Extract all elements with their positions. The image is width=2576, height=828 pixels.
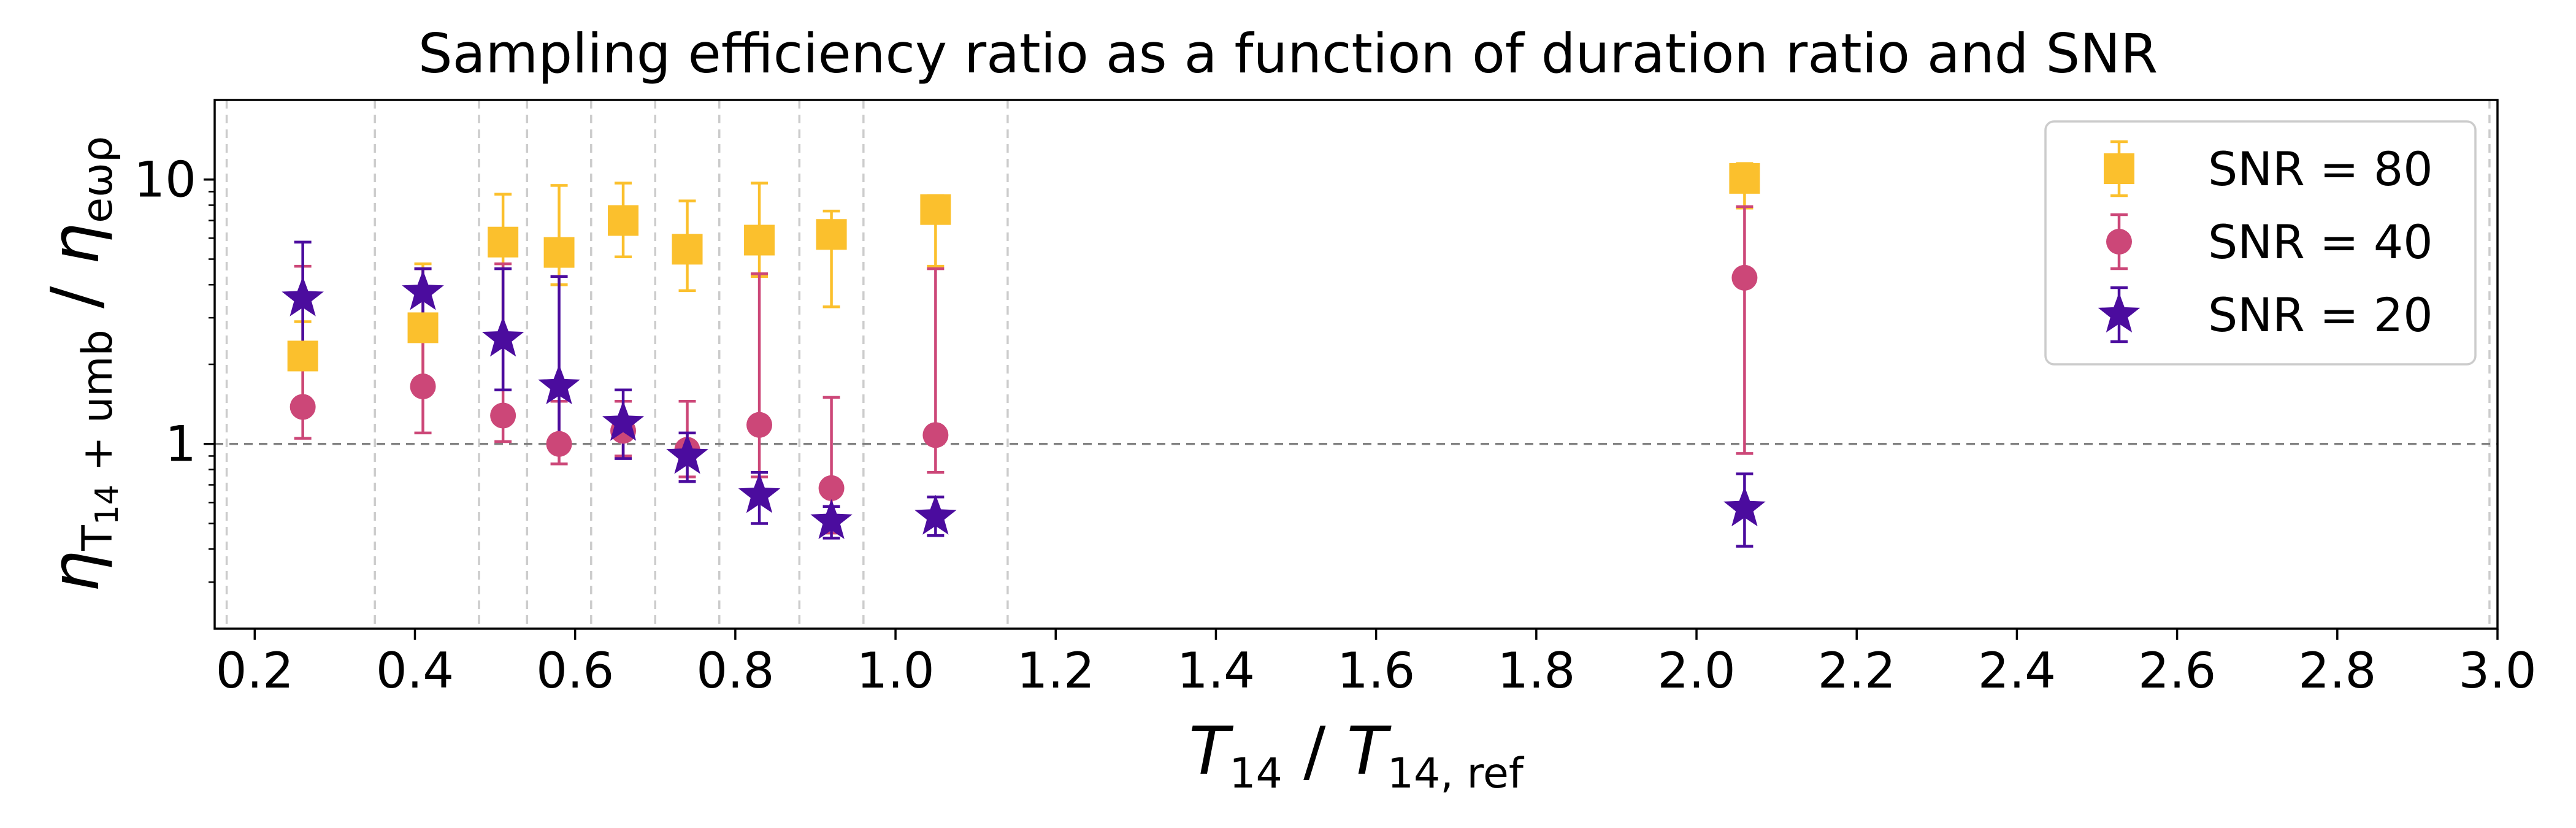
legend: SNR = 80 SNR = 40 SNR = 20 <box>2044 120 2477 366</box>
data-point-star <box>402 270 444 310</box>
y-label-main2: η <box>37 223 114 265</box>
y-axis-ticks: 1 10 <box>134 151 215 583</box>
data-point-square <box>488 226 519 258</box>
data-point-square <box>816 219 847 250</box>
y-label-sub: T <box>74 525 122 551</box>
data-point-star <box>914 494 957 535</box>
data-point-square <box>407 312 439 343</box>
data-point-circle <box>818 475 845 501</box>
data-point-star <box>810 499 853 539</box>
data-point-square <box>672 234 703 265</box>
y-tick-label: 10 <box>134 151 196 209</box>
chart-title: Sampling efficiency ratio as a function … <box>418 22 2158 85</box>
data-point-square <box>608 205 639 236</box>
y-tick-label: 1 <box>165 416 196 473</box>
data-point-star <box>282 276 324 316</box>
x-tick-label: 3.0 <box>2458 642 2536 699</box>
x-tick-label: 2.2 <box>1818 642 1896 699</box>
data-point-star <box>1723 486 1766 527</box>
data-point-circle <box>410 374 436 400</box>
data-point-square <box>287 340 318 372</box>
data-point-circle <box>289 394 316 420</box>
data-point-square <box>920 194 951 225</box>
data-point-circle <box>746 412 773 438</box>
data-point-star <box>738 473 781 513</box>
y-label-sep: / <box>37 265 114 329</box>
legend-box <box>2044 120 2477 366</box>
x-tick-label: 0.4 <box>376 642 454 699</box>
x-tick-label: 1.4 <box>1177 642 1255 699</box>
x-label-sub2: 14, ref <box>1387 749 1525 798</box>
x-tick-label: 2.8 <box>2298 642 2376 699</box>
y-label-main: η <box>37 551 114 592</box>
legend-label: SNR = 20 <box>2208 288 2433 342</box>
data-point-star <box>666 434 708 474</box>
x-tick-label: 1.8 <box>1497 642 1575 699</box>
x-tick-label: 1.0 <box>856 642 934 699</box>
data-point-square <box>543 237 575 268</box>
x-tick-label: 2.6 <box>2138 642 2216 699</box>
x-label-main2: T <box>1347 713 1392 790</box>
markers <box>282 163 1766 539</box>
x-axis-label: T14 / T14, ref <box>1189 713 1525 798</box>
legend-label: SNR = 80 <box>2208 142 2433 196</box>
legend-label: SNR = 40 <box>2208 215 2433 269</box>
x-tick-label: 1.6 <box>1337 642 1415 699</box>
x-label-sep: / <box>1282 713 1347 790</box>
x-tick-label: 0.8 <box>696 642 774 699</box>
y-axis-label: ηT14 + umb / ηeωρ <box>37 136 126 592</box>
x-tick-label: 2.4 <box>1978 642 2056 699</box>
y-label-sub-rest: + umb <box>74 329 122 485</box>
x-tick-label: 0.2 <box>216 642 294 699</box>
x-label-sub: 14 <box>1229 749 1282 798</box>
legend-marker-star <box>2098 293 2141 333</box>
legend-marker-square <box>2104 153 2134 184</box>
data-point-star <box>481 316 524 357</box>
data-point-star <box>538 364 580 405</box>
data-point-square <box>1729 163 1760 194</box>
legend-marker-circle <box>2106 229 2132 255</box>
y-label-subsub: 14 <box>89 485 126 525</box>
x-tick-label: 1.2 <box>1017 642 1095 699</box>
data-point-square <box>744 224 775 256</box>
data-point-circle <box>922 422 949 448</box>
y-label-sub2: eωρ <box>74 136 122 223</box>
data-point-circle <box>1731 264 1758 291</box>
x-tick-label: 0.6 <box>536 642 614 699</box>
legend-entries: SNR = 80 SNR = 40 SNR = 20 <box>2098 140 2433 343</box>
x-tick-label: 2.0 <box>1657 642 1735 699</box>
data-point-star <box>602 401 645 441</box>
data-point-circle <box>546 431 572 457</box>
data-point-circle <box>490 402 516 429</box>
x-label-main: T <box>1189 713 1233 790</box>
x-axis-ticks: 0.2 0.4 0.6 0.8 1.0 1.2 1.4 1.6 1.8 2.0 2.2 2.4 2.6 2… <box>216 629 2537 699</box>
